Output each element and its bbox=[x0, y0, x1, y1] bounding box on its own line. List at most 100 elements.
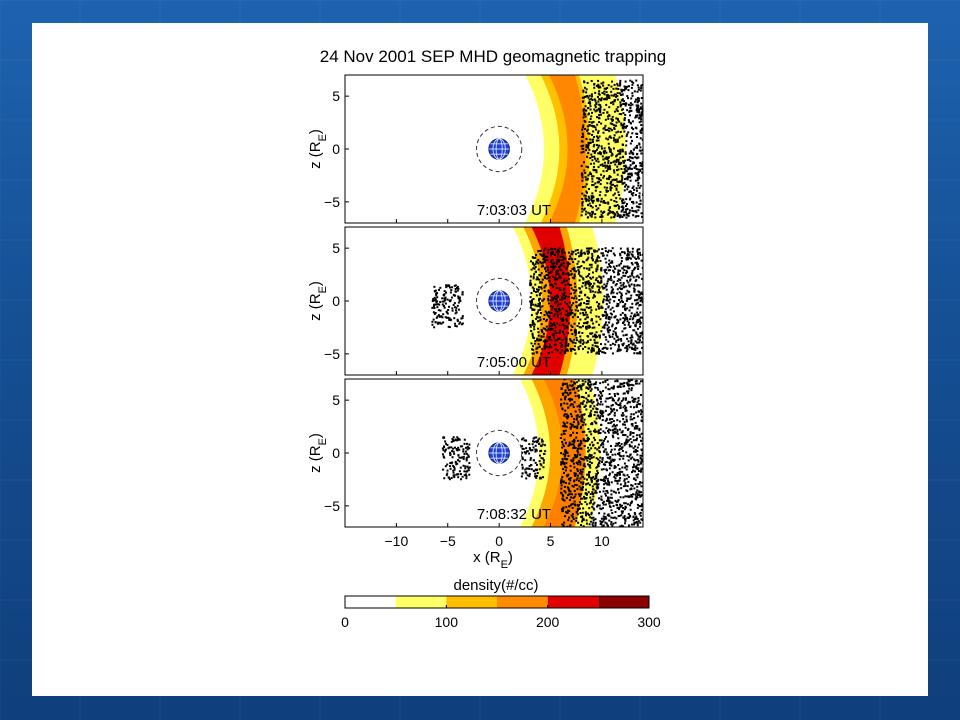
particle bbox=[615, 197, 618, 200]
particle bbox=[637, 327, 640, 330]
particle bbox=[612, 281, 615, 284]
particle bbox=[636, 136, 639, 139]
particle bbox=[574, 391, 577, 394]
particle bbox=[595, 148, 598, 151]
y-axis-label: z (RE) bbox=[307, 433, 329, 473]
particle bbox=[597, 307, 600, 310]
particle bbox=[556, 300, 559, 303]
particle bbox=[603, 87, 606, 90]
particle bbox=[590, 247, 593, 250]
particle bbox=[529, 296, 532, 299]
particle bbox=[543, 249, 546, 252]
particle bbox=[589, 430, 592, 433]
particle bbox=[623, 181, 626, 184]
particle bbox=[627, 253, 630, 256]
particle bbox=[585, 401, 588, 404]
particle bbox=[458, 298, 461, 301]
particle bbox=[620, 504, 623, 507]
particle bbox=[597, 446, 600, 449]
particle bbox=[593, 338, 596, 341]
particle bbox=[523, 451, 526, 454]
particle bbox=[571, 484, 574, 487]
particle bbox=[635, 434, 638, 437]
particle bbox=[597, 291, 600, 294]
particle bbox=[539, 281, 542, 284]
particle bbox=[549, 327, 552, 330]
particle bbox=[604, 257, 607, 260]
particle bbox=[612, 522, 615, 525]
particle bbox=[623, 165, 626, 168]
particle bbox=[617, 269, 620, 272]
particle bbox=[631, 151, 634, 154]
particle bbox=[601, 211, 604, 214]
particle bbox=[577, 507, 580, 510]
particle bbox=[604, 482, 607, 485]
particle bbox=[556, 248, 559, 251]
particle bbox=[565, 344, 568, 347]
particle bbox=[615, 187, 618, 190]
particle bbox=[591, 252, 594, 255]
particle bbox=[591, 441, 594, 444]
particle bbox=[606, 190, 609, 193]
particle bbox=[617, 393, 620, 396]
particle bbox=[579, 312, 582, 315]
particle bbox=[627, 480, 630, 483]
particle bbox=[455, 306, 458, 309]
particle bbox=[609, 407, 612, 410]
particle bbox=[563, 490, 566, 493]
particle bbox=[608, 212, 611, 215]
particle bbox=[634, 172, 637, 175]
particle bbox=[591, 255, 594, 258]
particle bbox=[625, 468, 628, 471]
particle bbox=[602, 300, 605, 303]
particle bbox=[637, 338, 640, 341]
particle bbox=[626, 402, 629, 405]
particle bbox=[630, 342, 633, 345]
particle bbox=[574, 473, 577, 476]
particle bbox=[614, 343, 617, 346]
particle bbox=[628, 384, 631, 387]
particle bbox=[622, 392, 625, 395]
particle bbox=[604, 311, 607, 314]
particle bbox=[536, 290, 539, 293]
particle bbox=[639, 303, 642, 306]
particle bbox=[623, 89, 626, 92]
particle bbox=[570, 385, 573, 388]
particle bbox=[573, 500, 576, 503]
particle bbox=[623, 122, 626, 125]
particle bbox=[597, 255, 600, 258]
particle bbox=[605, 164, 608, 167]
particle bbox=[598, 90, 601, 93]
particle bbox=[565, 309, 568, 312]
particle bbox=[533, 323, 536, 326]
particle bbox=[598, 194, 601, 197]
particle bbox=[616, 419, 619, 422]
particle bbox=[615, 442, 618, 445]
particle bbox=[625, 144, 628, 147]
particle bbox=[592, 175, 595, 178]
particle bbox=[593, 414, 596, 417]
particle bbox=[637, 396, 640, 399]
particle bbox=[606, 282, 609, 285]
particle bbox=[629, 190, 632, 193]
particle bbox=[594, 336, 597, 339]
particle bbox=[635, 98, 638, 101]
particle bbox=[641, 331, 643, 334]
particle bbox=[581, 202, 584, 205]
particle bbox=[529, 323, 532, 326]
particle bbox=[594, 518, 597, 521]
particle bbox=[631, 206, 634, 209]
particle bbox=[434, 299, 437, 302]
particle bbox=[592, 400, 595, 403]
particle bbox=[590, 215, 593, 218]
particle bbox=[584, 120, 587, 123]
particle bbox=[599, 432, 602, 435]
particle bbox=[609, 176, 612, 179]
particle bbox=[626, 207, 629, 210]
particle bbox=[593, 83, 596, 86]
particle bbox=[587, 152, 590, 155]
particle bbox=[564, 442, 567, 445]
particle bbox=[564, 491, 567, 494]
particle bbox=[585, 183, 588, 186]
particle bbox=[563, 327, 566, 330]
